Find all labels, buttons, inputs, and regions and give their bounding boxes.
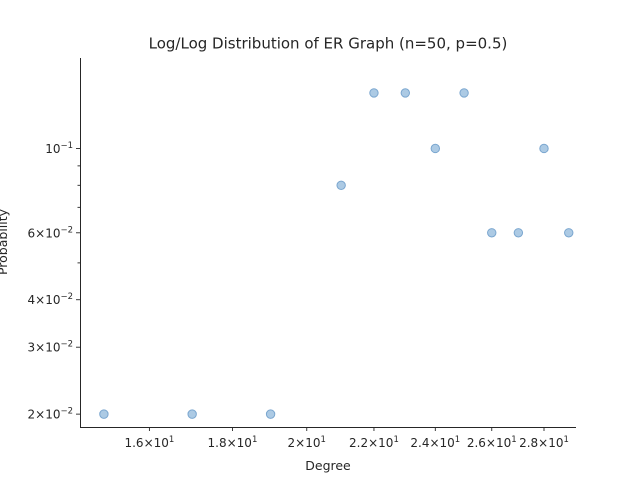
data-point [369, 88, 379, 98]
data-point [187, 409, 197, 419]
data-point [513, 228, 524, 238]
x-tick-label: 2.6×101 [467, 435, 517, 450]
data-point [336, 180, 346, 191]
y-tick-label: 4×10−2 [28, 292, 74, 307]
x-tick-label: 2.8×101 [519, 435, 569, 450]
data-point [459, 88, 469, 98]
x-tick-label: 1.6×101 [124, 435, 174, 450]
y-axis-label: Probability [0, 208, 10, 275]
data-point [400, 88, 410, 98]
data-point [430, 143, 441, 154]
data-point [539, 143, 549, 154]
chart-title: Log/Log Distribution of ER Graph (n=50, … [149, 35, 508, 53]
data-point [564, 228, 574, 238]
data-point [265, 409, 276, 419]
data-point [99, 409, 109, 419]
x-axis-label: Degree [305, 458, 351, 473]
data-points [99, 88, 574, 419]
y-tick-label: 6×10−2 [28, 225, 74, 240]
x-tick-label: 2.2×101 [349, 435, 399, 450]
y-tick-label: 2×10−2 [28, 407, 74, 422]
x-tick-label: 1.8×101 [208, 435, 258, 450]
data-point [487, 228, 497, 238]
x-tick-label: 2.4×101 [410, 435, 460, 450]
y-tick-label: 10−1 [45, 141, 73, 156]
x-tick-label: 2×101 [288, 435, 326, 450]
y-tick-label: 3×10−2 [28, 340, 74, 355]
axis-ticks: 1.6×101 1.8×101 2×101 2.2×101 2.4×101 2.6×101… [28, 141, 569, 450]
